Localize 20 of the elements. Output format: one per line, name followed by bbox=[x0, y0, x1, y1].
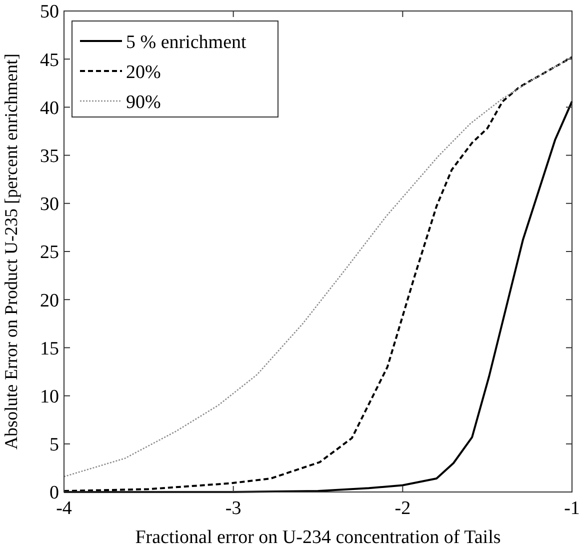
y-tick-label: 35 bbox=[40, 146, 59, 167]
y-tick-label: 20 bbox=[40, 290, 59, 312]
y-axis-title: Absolute Error on Product U-235 [percent enrichment] bbox=[1, 54, 21, 450]
legend-label: 5 % enrichment bbox=[126, 32, 248, 53]
y-tick-label: 10 bbox=[40, 386, 59, 408]
y-tick-label: 25 bbox=[40, 242, 59, 264]
y-tick-label: 0 bbox=[50, 482, 59, 504]
x-tick-label: -4 bbox=[56, 498, 72, 519]
y-tick-label: 50 bbox=[40, 2, 59, 23]
y-tick-label: 45 bbox=[40, 50, 59, 71]
x-tick-label: -1 bbox=[564, 498, 580, 519]
y-tick-label: 5 bbox=[50, 434, 59, 456]
y-tick-label: 15 bbox=[40, 338, 59, 360]
x-tick-label: -3 bbox=[225, 498, 242, 519]
x-axis-title: Fractional error on U-234 concentration of Tails bbox=[135, 527, 501, 548]
y-tick-label: 30 bbox=[40, 194, 59, 216]
legend-label: 20% bbox=[126, 62, 161, 83]
x-tick-label: -2 bbox=[394, 498, 411, 519]
y-tick-label: 40 bbox=[40, 98, 59, 119]
legend-label: 90% bbox=[126, 92, 161, 113]
